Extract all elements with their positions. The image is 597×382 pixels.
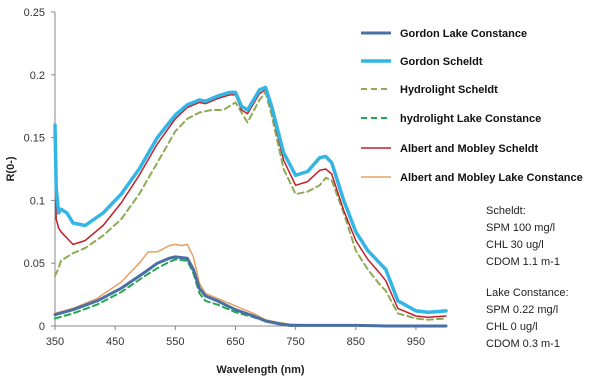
annotation-line: SPM 0.22 mg/l — [486, 304, 558, 316]
x-tick-labels: 350 450 550 650 750 850 950 — [46, 326, 425, 348]
x-tick-label: 750 — [286, 336, 304, 348]
annotation-line: Lake Constance: — [486, 287, 569, 299]
series-line-2 — [54, 91, 447, 321]
annotation-line: CHL 0 ug/l — [486, 321, 538, 333]
y-axis-title: R(0-) — [5, 156, 17, 181]
y-tick-label: 0 — [39, 321, 45, 333]
legend-label: Gordon Scheldt — [400, 56, 483, 68]
x-tick-label: 350 — [46, 336, 64, 348]
legend-label: Hydrolight Scheldt — [400, 84, 498, 96]
annotation-notes: Scheldt: SPM 100 mg/l CHL 30 ug/l CDOM 1.1 … — [486, 205, 569, 350]
annotation-line: CHL 30 ug/l — [486, 239, 544, 251]
x-axis-title: Wavelength (nm) — [216, 364, 305, 376]
series-line-4 — [54, 89, 447, 318]
y-tick-label: 0.15 — [24, 133, 45, 145]
series-line-0 — [53, 255, 448, 328]
y-tick-labels: 0 0.05 0.1 0.15 0.2 0.25 — [24, 7, 55, 333]
annotation-line: CDOM 0.3 m-1 — [486, 338, 560, 350]
y-tick-label: 0.2 — [30, 70, 45, 82]
x-tick-label: 950 — [407, 336, 425, 348]
x-tick-label: 650 — [226, 336, 244, 348]
x-tick-label: 850 — [347, 336, 365, 348]
legend-label: Albert and Mobley Lake Constance — [400, 172, 583, 184]
legend: Gordon Lake Constance Gordon Scheldt Hydro… — [361, 28, 583, 184]
y-tick-label: 0.05 — [24, 258, 45, 270]
y-tick-label: 0.25 — [24, 7, 45, 19]
axes — [54, 12, 446, 327]
legend-label: Albert and Mobley Scheldt — [400, 143, 538, 155]
annotation-line: CDOM 1.1 m-1 — [486, 256, 560, 268]
series-lines — [53, 85, 448, 328]
y-tick-label: 0.1 — [30, 195, 45, 207]
legend-label: hydrolight Lake Constance — [400, 113, 541, 125]
x-tick-label: 450 — [106, 336, 124, 348]
annotation-line: SPM 100 mg/l — [486, 222, 555, 234]
annotation-line: Scheldt: — [486, 205, 526, 217]
x-tick-label: 550 — [166, 336, 184, 348]
series-line-1 — [53, 85, 448, 314]
legend-label: Gordon Lake Constance — [400, 28, 527, 40]
